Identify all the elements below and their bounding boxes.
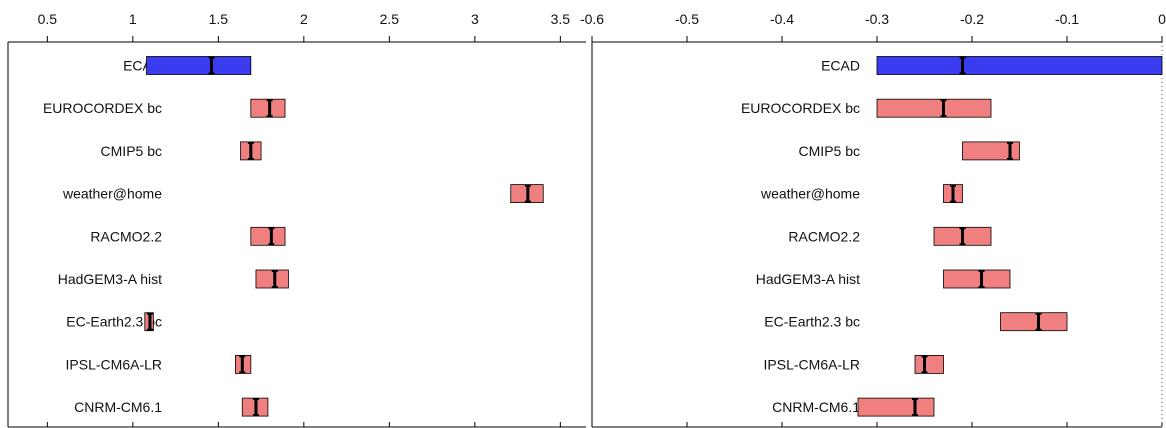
x-tick-label: -0.5: [675, 11, 699, 27]
x-tick-label: 1.5: [209, 11, 229, 27]
category-label: ECAD: [821, 58, 860, 74]
panel-right: -0.6 -0.5 -0.4 -0.3 -0.2 -0.1 0 ECAD EUROCORDEX …: [580, 11, 1166, 428]
x-tick-label: 0.5: [38, 11, 58, 27]
range-bar: [962, 141, 1020, 161]
x-tick-label: 0: [1158, 11, 1166, 27]
range-bar: [876, 98, 992, 118]
category-label: RACMO2.2: [90, 228, 162, 244]
category-label: IPSL-CM6A-LR: [764, 356, 860, 372]
category-label: EUROCORDEX bc: [741, 100, 860, 116]
x-tick-label: 2.5: [380, 11, 400, 27]
category-label: EC-Earth2.3 bc: [764, 314, 860, 330]
range-bar: [250, 226, 286, 246]
x-tick-label: 2: [300, 11, 308, 27]
category-label: weather@home: [760, 186, 860, 202]
range-bar: [857, 397, 935, 417]
x-tick-label: 3: [471, 11, 479, 27]
range-bar: [943, 269, 1011, 289]
category-label: EC-Earth2.3 bc: [66, 314, 162, 330]
category-label: CNRM-CM6.1: [74, 399, 162, 415]
x-tick-label: 1: [129, 11, 137, 27]
category-label: IPSL-CM6A-LR: [66, 356, 162, 372]
range-bar: [1000, 312, 1068, 332]
x-tick-label: -0.2: [960, 11, 984, 27]
category-label: HadGEM3-A hist: [756, 271, 860, 287]
category-label: RACMO2.2: [788, 228, 860, 244]
range-bar: [146, 56, 252, 75]
category-label: EUROCORDEX bc: [43, 100, 162, 116]
category-label: weather@home: [62, 186, 162, 202]
range-bar: [876, 56, 1163, 75]
category-label: CMIP5 bc: [101, 143, 162, 159]
x-tick-label: -0.1: [1055, 11, 1079, 27]
category-label: HadGEM3-A hist: [58, 271, 162, 287]
x-tick-label: -0.6: [580, 11, 604, 27]
category-label: CNRM-CM6.1: [772, 399, 860, 415]
x-tick-label: -0.3: [865, 11, 889, 27]
range-bar: [914, 354, 944, 374]
range-bar: [255, 269, 289, 289]
x-tick-label: 3.5: [551, 11, 571, 27]
range-bar: [250, 98, 286, 118]
x-tick-label: -0.4: [770, 11, 794, 27]
category-label: CMIP5 bc: [799, 143, 860, 159]
